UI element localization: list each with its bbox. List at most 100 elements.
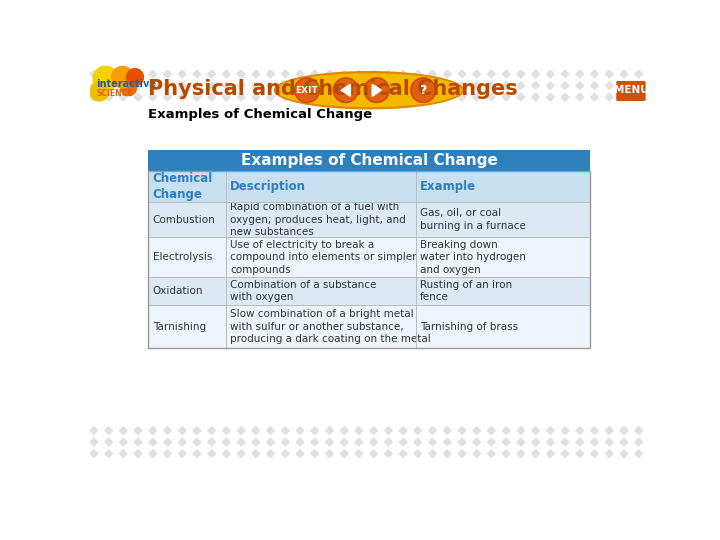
Polygon shape [311, 82, 319, 90]
Polygon shape [384, 427, 392, 434]
Polygon shape [561, 70, 569, 78]
Polygon shape [546, 82, 554, 90]
Polygon shape [179, 93, 186, 101]
Polygon shape [473, 427, 481, 434]
Polygon shape [561, 427, 569, 434]
Polygon shape [444, 427, 451, 434]
Polygon shape [590, 93, 598, 101]
Polygon shape [193, 427, 201, 434]
Polygon shape [370, 450, 377, 457]
Polygon shape [163, 93, 171, 101]
Polygon shape [532, 70, 539, 78]
Polygon shape [546, 438, 554, 446]
Polygon shape [384, 450, 392, 457]
Polygon shape [90, 93, 98, 101]
Text: Breaking down
water into hydrogen
and oxygen: Breaking down water into hydrogen and ox… [420, 240, 526, 275]
Polygon shape [517, 82, 525, 90]
Polygon shape [238, 450, 245, 457]
Polygon shape [252, 438, 260, 446]
Polygon shape [311, 427, 319, 434]
Polygon shape [208, 427, 215, 434]
Polygon shape [503, 93, 510, 101]
Text: Physical and Chemical Changes: Physical and Chemical Changes [148, 79, 518, 99]
Polygon shape [635, 82, 642, 90]
FancyBboxPatch shape [148, 202, 590, 237]
Polygon shape [120, 427, 127, 434]
Polygon shape [517, 450, 525, 457]
Polygon shape [606, 450, 613, 457]
Polygon shape [238, 70, 245, 78]
Polygon shape [311, 438, 319, 446]
Polygon shape [620, 438, 628, 446]
Polygon shape [104, 82, 112, 90]
Polygon shape [134, 93, 142, 101]
Polygon shape [399, 82, 407, 90]
Polygon shape [90, 82, 98, 90]
Circle shape [411, 78, 436, 103]
Polygon shape [370, 82, 377, 90]
Polygon shape [487, 70, 495, 78]
Polygon shape [606, 427, 613, 434]
Polygon shape [134, 438, 142, 446]
Polygon shape [487, 93, 495, 101]
Polygon shape [120, 70, 127, 78]
Polygon shape [458, 450, 466, 457]
Polygon shape [517, 427, 525, 434]
Ellipse shape [276, 73, 462, 107]
Polygon shape [104, 427, 112, 434]
Polygon shape [341, 438, 348, 446]
Polygon shape [458, 438, 466, 446]
Polygon shape [238, 427, 245, 434]
Polygon shape [296, 82, 304, 90]
Polygon shape [458, 427, 466, 434]
Polygon shape [120, 438, 127, 446]
Polygon shape [90, 427, 98, 434]
Polygon shape [590, 70, 598, 78]
Polygon shape [635, 438, 642, 446]
Circle shape [93, 66, 118, 91]
Polygon shape [503, 70, 510, 78]
Polygon shape [546, 427, 554, 434]
Text: Chemical
Change: Chemical Change [153, 172, 213, 201]
Polygon shape [282, 450, 289, 457]
Polygon shape [444, 70, 451, 78]
Polygon shape [325, 82, 333, 90]
Polygon shape [179, 427, 186, 434]
Polygon shape [503, 438, 510, 446]
Polygon shape [252, 82, 260, 90]
Polygon shape [120, 93, 127, 101]
Polygon shape [341, 427, 348, 434]
Polygon shape [414, 438, 422, 446]
Polygon shape [193, 450, 201, 457]
Polygon shape [341, 82, 348, 90]
Polygon shape [222, 93, 230, 101]
Polygon shape [282, 70, 289, 78]
Text: interactive: interactive [96, 79, 156, 89]
Text: Combustion: Combustion [153, 214, 215, 225]
Polygon shape [134, 70, 142, 78]
Polygon shape [590, 82, 598, 90]
Polygon shape [311, 70, 319, 78]
Polygon shape [282, 82, 289, 90]
Polygon shape [606, 70, 613, 78]
Polygon shape [428, 427, 436, 434]
Ellipse shape [274, 71, 464, 110]
Polygon shape [384, 70, 392, 78]
Polygon shape [104, 93, 112, 101]
Text: Example: Example [420, 180, 476, 193]
Polygon shape [149, 427, 157, 434]
Polygon shape [325, 70, 333, 78]
Text: SCIENCE: SCIENCE [96, 89, 132, 98]
Polygon shape [296, 438, 304, 446]
Polygon shape [90, 70, 98, 78]
Polygon shape [473, 70, 481, 78]
Polygon shape [282, 93, 289, 101]
Circle shape [127, 69, 143, 85]
Polygon shape [517, 438, 525, 446]
Polygon shape [311, 450, 319, 457]
Polygon shape [428, 438, 436, 446]
Polygon shape [635, 70, 642, 78]
Text: EXIT: EXIT [296, 86, 318, 94]
Polygon shape [399, 450, 407, 457]
FancyBboxPatch shape [148, 150, 590, 171]
